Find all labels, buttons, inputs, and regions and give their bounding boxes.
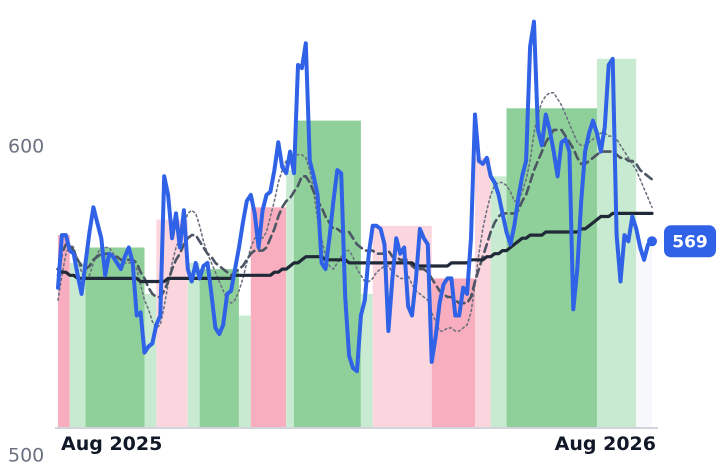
last-value-badge bbox=[664, 225, 716, 258]
series-line-band-dashed bbox=[56, 128, 654, 305]
bar-1 bbox=[69, 262, 86, 428]
lines-layer bbox=[56, 19, 654, 374]
bar-10 bbox=[294, 120, 361, 428]
bar-9 bbox=[286, 170, 295, 428]
series-line-long-ma bbox=[56, 211, 654, 284]
last-value-marker: 569 bbox=[647, 225, 716, 258]
bar-14 bbox=[475, 157, 491, 429]
bar-12 bbox=[372, 225, 432, 428]
bar-3 bbox=[144, 293, 157, 428]
bar-11 bbox=[360, 293, 373, 428]
bar-15 bbox=[490, 176, 507, 428]
x-axis: Aug 2025 Aug 2026 bbox=[61, 433, 656, 455]
bar-7 bbox=[239, 315, 251, 428]
series-line-price bbox=[56, 19, 654, 374]
bar-5 bbox=[187, 262, 200, 428]
y-tick-label: 500 bbox=[8, 445, 44, 464]
y-axis: 500 600 bbox=[8, 135, 44, 466]
bar-18 bbox=[636, 241, 652, 428]
bar-6 bbox=[199, 269, 239, 428]
bar-0 bbox=[58, 235, 70, 428]
last-value-label: 569 bbox=[672, 232, 708, 252]
last-value-dot bbox=[647, 236, 657, 247]
x-tick-label: Aug 2026 bbox=[555, 433, 656, 455]
y-tick-label: 600 bbox=[8, 135, 44, 157]
bar-2 bbox=[85, 247, 145, 428]
x-tick-label: Aug 2025 bbox=[61, 433, 162, 455]
bar-16 bbox=[506, 108, 597, 429]
